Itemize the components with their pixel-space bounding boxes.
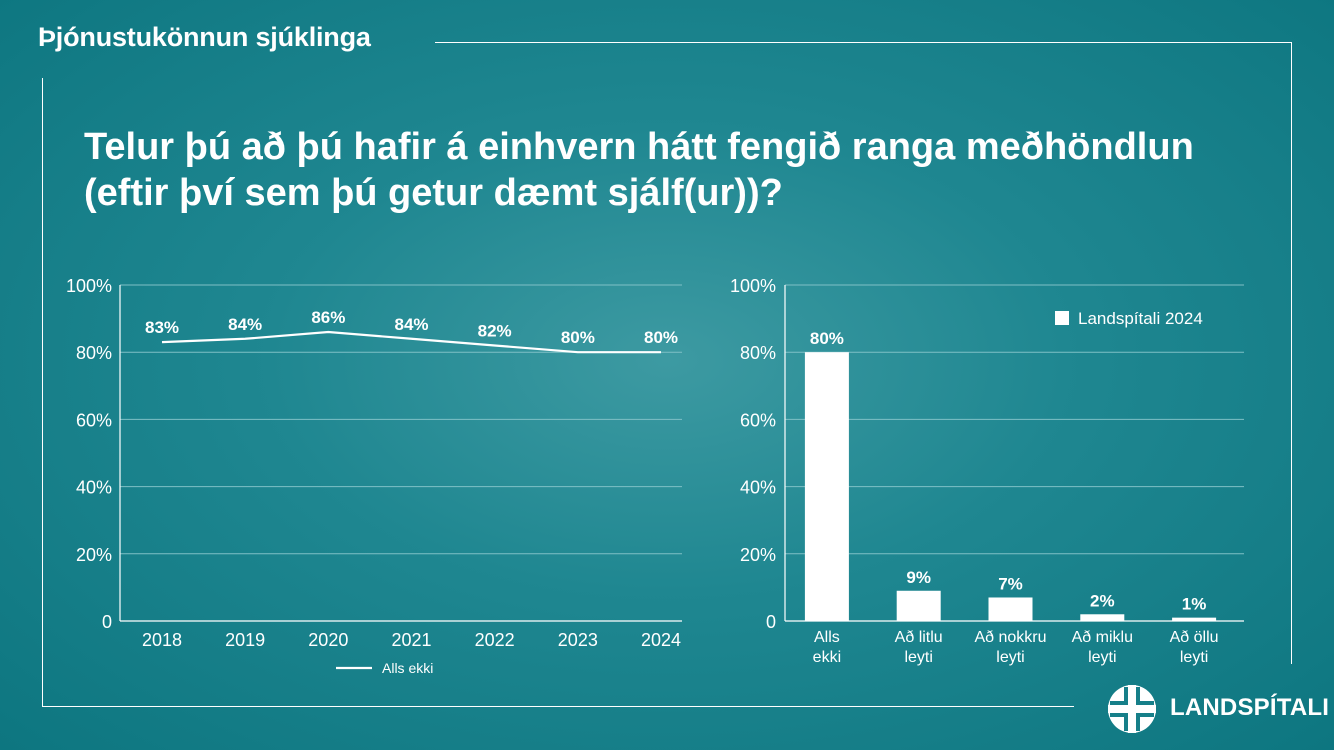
y-tick-label: 0 <box>766 612 776 632</box>
bar <box>896 590 941 621</box>
data-label: 2% <box>1090 591 1115 610</box>
frame-left-line <box>42 78 43 706</box>
bar <box>1080 614 1125 621</box>
frame-top-line <box>435 42 1292 43</box>
legend-label: Alls ekki <box>382 660 433 676</box>
data-label: 84% <box>228 315 262 334</box>
legend-label: Landspítali 2024 <box>1078 309 1203 328</box>
category-label: Að miklu leyti <box>1072 629 1133 666</box>
data-label: 84% <box>394 315 428 334</box>
question-title: Telur þú að þú hafir á einhvern hátt fen… <box>84 124 1284 216</box>
category-label: Alls ekki <box>813 629 841 666</box>
x-tick-label: 2018 <box>142 630 182 650</box>
y-tick-label: 80% <box>76 343 112 363</box>
section-title: Þjónustukönnun sjúklinga <box>38 22 371 52</box>
category-label: Að litlu leyti <box>895 629 943 666</box>
data-label: 9% <box>906 568 931 587</box>
legend-swatch <box>1055 311 1069 325</box>
x-tick-label: 2019 <box>225 630 265 650</box>
question-line-1: Telur þú að þú hafir á einhvern hátt fen… <box>84 126 1194 168</box>
data-label: 82% <box>478 321 512 340</box>
y-tick-label: 100% <box>66 276 112 296</box>
x-tick-label: 2020 <box>308 630 348 650</box>
y-tick-label: 20% <box>740 545 776 565</box>
data-label: 80% <box>561 328 595 347</box>
landspitali-cross-icon <box>1108 685 1156 733</box>
x-tick-label: 2022 <box>475 630 515 650</box>
y-tick-label: 80% <box>740 343 776 363</box>
frame-right-line <box>1291 42 1292 664</box>
y-tick-label: 100% <box>730 276 776 296</box>
x-tick-label: 2023 <box>558 630 598 650</box>
data-label: 7% <box>998 574 1023 593</box>
y-tick-label: 40% <box>76 478 112 498</box>
y-tick-label: 60% <box>740 410 776 430</box>
bar <box>988 597 1033 621</box>
y-tick-label: 20% <box>76 545 112 565</box>
x-tick-label: 2021 <box>391 630 431 650</box>
logo-text: LANDSPÍTALI <box>1170 694 1330 721</box>
data-label: 86% <box>311 308 345 327</box>
data-label: 83% <box>145 318 179 337</box>
y-tick-label: 60% <box>76 410 112 430</box>
y-tick-label: 40% <box>740 478 776 498</box>
y-tick-label: 0 <box>102 612 112 632</box>
category-label: Að öllu leyti <box>1170 629 1219 666</box>
bar <box>1172 617 1217 621</box>
frame-bottom-line <box>42 706 1074 707</box>
data-label: 80% <box>810 329 844 348</box>
category-label: Að nokkru leyti <box>974 629 1046 666</box>
x-tick-label: 2024 <box>641 630 681 650</box>
bar <box>804 352 849 621</box>
data-label: 1% <box>1182 595 1207 614</box>
data-label: 80% <box>644 328 678 347</box>
question-line-2: (eftir því sem þú getur dæmt sjálf(ur))? <box>84 172 783 214</box>
